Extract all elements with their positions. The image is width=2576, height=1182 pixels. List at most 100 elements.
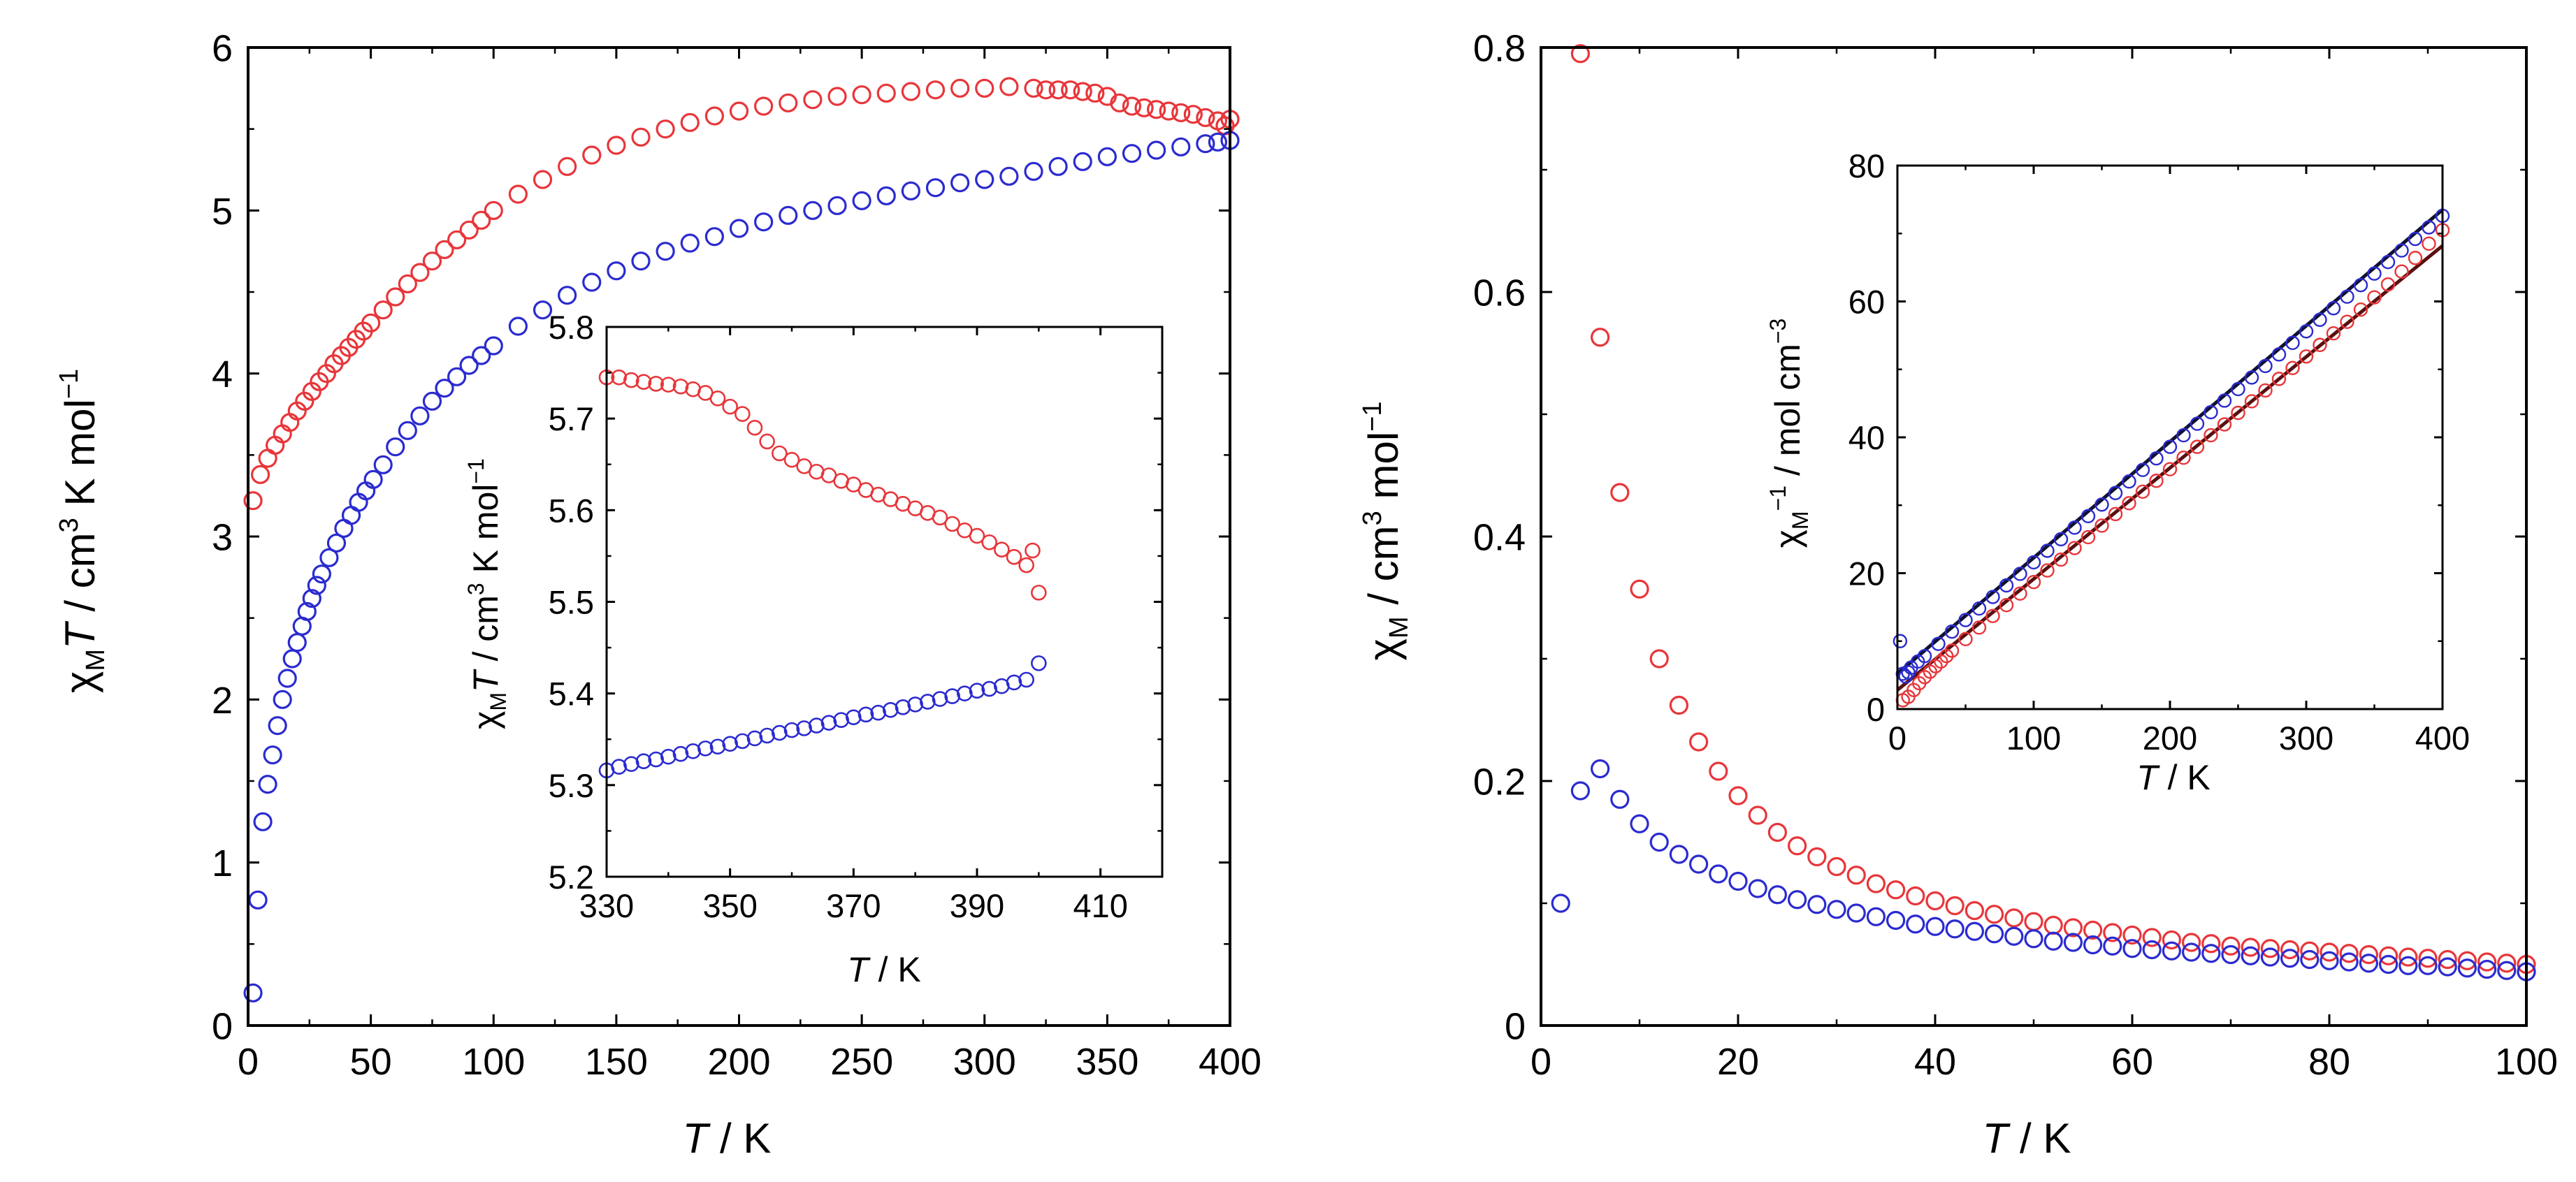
main_left-blue-point <box>326 533 347 553</box>
main_right-red-point <box>2418 949 2438 968</box>
main_right-blue-point <box>2418 956 2438 975</box>
main_left-red-point <box>1134 98 1154 117</box>
inset_left-blue-point <box>672 745 689 762</box>
inset_right-background <box>1897 166 2443 709</box>
main_left-red-point <box>386 287 405 307</box>
inset_left-blue-point <box>907 696 923 713</box>
main_right-red-point <box>2300 941 2320 961</box>
main_right-blue-point <box>2162 941 2181 961</box>
main_left-red-point <box>1073 82 1092 101</box>
inset_left-blue-point <box>809 717 825 734</box>
inset_left-blue-point <box>957 685 973 701</box>
inset_right-blue-point <box>2313 312 2327 327</box>
main_right-blue-point <box>2280 949 2300 968</box>
inset_right-red-point <box>1971 620 1987 635</box>
inset_right-blue-point <box>1917 648 1932 664</box>
main_right-red-point <box>2103 923 2122 942</box>
main_right-blue-point <box>1591 759 1610 779</box>
inset_right-red-point <box>2231 405 2245 421</box>
svg-text:χMT / cm3 K mol−1: χMT / cm3 K mol−1 <box>55 369 110 693</box>
inset_left-red-point <box>709 391 726 407</box>
inset_right-red-point <box>1958 632 1973 647</box>
main_right-red-point <box>1827 856 1846 877</box>
inset_right-blue-point <box>2094 497 2109 512</box>
main_right-xtick-label: 20 <box>1717 1041 1759 1083</box>
main_left-blue-point <box>258 775 277 794</box>
main_right-red-point <box>2063 918 2083 937</box>
main_left-red-point <box>975 78 994 98</box>
inset_left-blue-point <box>759 727 775 744</box>
main_left-red-point <box>1183 105 1203 124</box>
inset_left-blue-point <box>735 733 751 750</box>
left-inset-ylabel-unit-b: K mol <box>466 484 505 583</box>
main_left-blue-point <box>277 669 297 688</box>
main_right-blue-point <box>2477 959 2497 979</box>
inset_right-blue-point <box>2380 254 2396 270</box>
left-inset-ylabel-var: T <box>466 669 505 692</box>
inset_left-red-point <box>1031 585 1047 601</box>
inset_right-red-point <box>1999 598 2014 613</box>
inset_left-blue-point <box>611 759 627 775</box>
inset_left-xtick-label: 370 <box>826 887 881 924</box>
inset_right-blue-point <box>2408 231 2423 247</box>
main_right-blue-point <box>2359 954 2378 973</box>
main_left-blue-point <box>297 601 317 621</box>
inset_right-blue-point <box>1931 636 1946 651</box>
left-inset-xlabel-var: T <box>847 950 871 989</box>
inset_right-blue-point <box>2394 243 2409 258</box>
inset_left-blue-point <box>722 736 738 752</box>
main_right-xtick-label: 40 <box>1914 1041 1956 1083</box>
inset_left-red-point <box>932 509 948 526</box>
main_left-red-point <box>729 101 749 121</box>
main_right-blue-point <box>1689 854 1709 874</box>
main_right-blue-point <box>1748 879 1767 898</box>
inset_right-red-point <box>2013 586 2027 601</box>
right-inset-ylabel-sup1: −1 <box>1765 486 1790 511</box>
inset_right-red-fit-line <box>1896 244 2444 692</box>
main_right-red-point <box>1669 695 1688 715</box>
main_left-red-point <box>484 200 503 220</box>
main_left-blue-point <box>779 205 798 225</box>
main_left-red-point <box>754 96 774 116</box>
main_left-blue-point <box>307 576 326 595</box>
inset_left-red-point <box>672 378 689 395</box>
inset_right-blue-point <box>2299 324 2314 339</box>
right-inset-chart: 0 100 200 300 400 0 20 40 60 80 T / K χM−1 / mol … <box>1765 147 2470 797</box>
main_left-blue-point <box>1147 140 1166 160</box>
main_right-red-point <box>1945 896 1964 916</box>
left-inset-ylabel-chi: χ <box>466 711 505 729</box>
main_left-red-point <box>558 156 577 176</box>
inset_right-red-point <box>2340 314 2354 329</box>
inset_left-blue-point <box>697 740 714 757</box>
main_left-red-point <box>876 83 896 103</box>
inset_right-red-point <box>2394 264 2409 279</box>
main_right-blue-point <box>2004 926 2024 946</box>
main_left-red-point <box>508 184 528 204</box>
inset_left-blue-point <box>783 722 800 738</box>
inset_left-blue-point <box>709 738 726 755</box>
main_left-blue-point <box>680 233 700 253</box>
left-x-axis-label: T / K <box>683 1115 772 1162</box>
inset_left-xtick-label: 410 <box>1073 887 1127 924</box>
main_left-blue-point <box>631 251 651 271</box>
left-ylabel-sup1: 3 <box>55 518 84 532</box>
main_right-blue-point <box>2083 935 2103 955</box>
main_left-blue-point <box>273 690 292 709</box>
main_left-blue-point <box>729 219 749 238</box>
main_right-red-point <box>2241 937 2260 957</box>
main_right-blue-point <box>1906 914 1925 934</box>
inset_right-red-point <box>2135 484 2150 499</box>
inset_left-ytick-label: 5.6 <box>549 492 594 529</box>
inset_left-red-point <box>623 372 639 388</box>
inset_right-blue-point <box>2067 520 2082 535</box>
main_right-blue-point <box>2142 940 2162 960</box>
main_left-blue-point <box>803 200 823 220</box>
left-ylabel-chi: χ <box>57 671 103 694</box>
inset_left-blue-point <box>796 720 812 736</box>
inset_right-red-point <box>2040 563 2055 578</box>
svg-text:T / K: T / K <box>2136 758 2210 797</box>
inset_left-plot-area: 330 350 370 390 410 5.2 5.3 5.4 5.5 5.6 5.7 5.8 <box>549 309 1164 924</box>
main_right-blue-point <box>2182 942 2201 962</box>
main_right-blue-point <box>2241 946 2260 965</box>
